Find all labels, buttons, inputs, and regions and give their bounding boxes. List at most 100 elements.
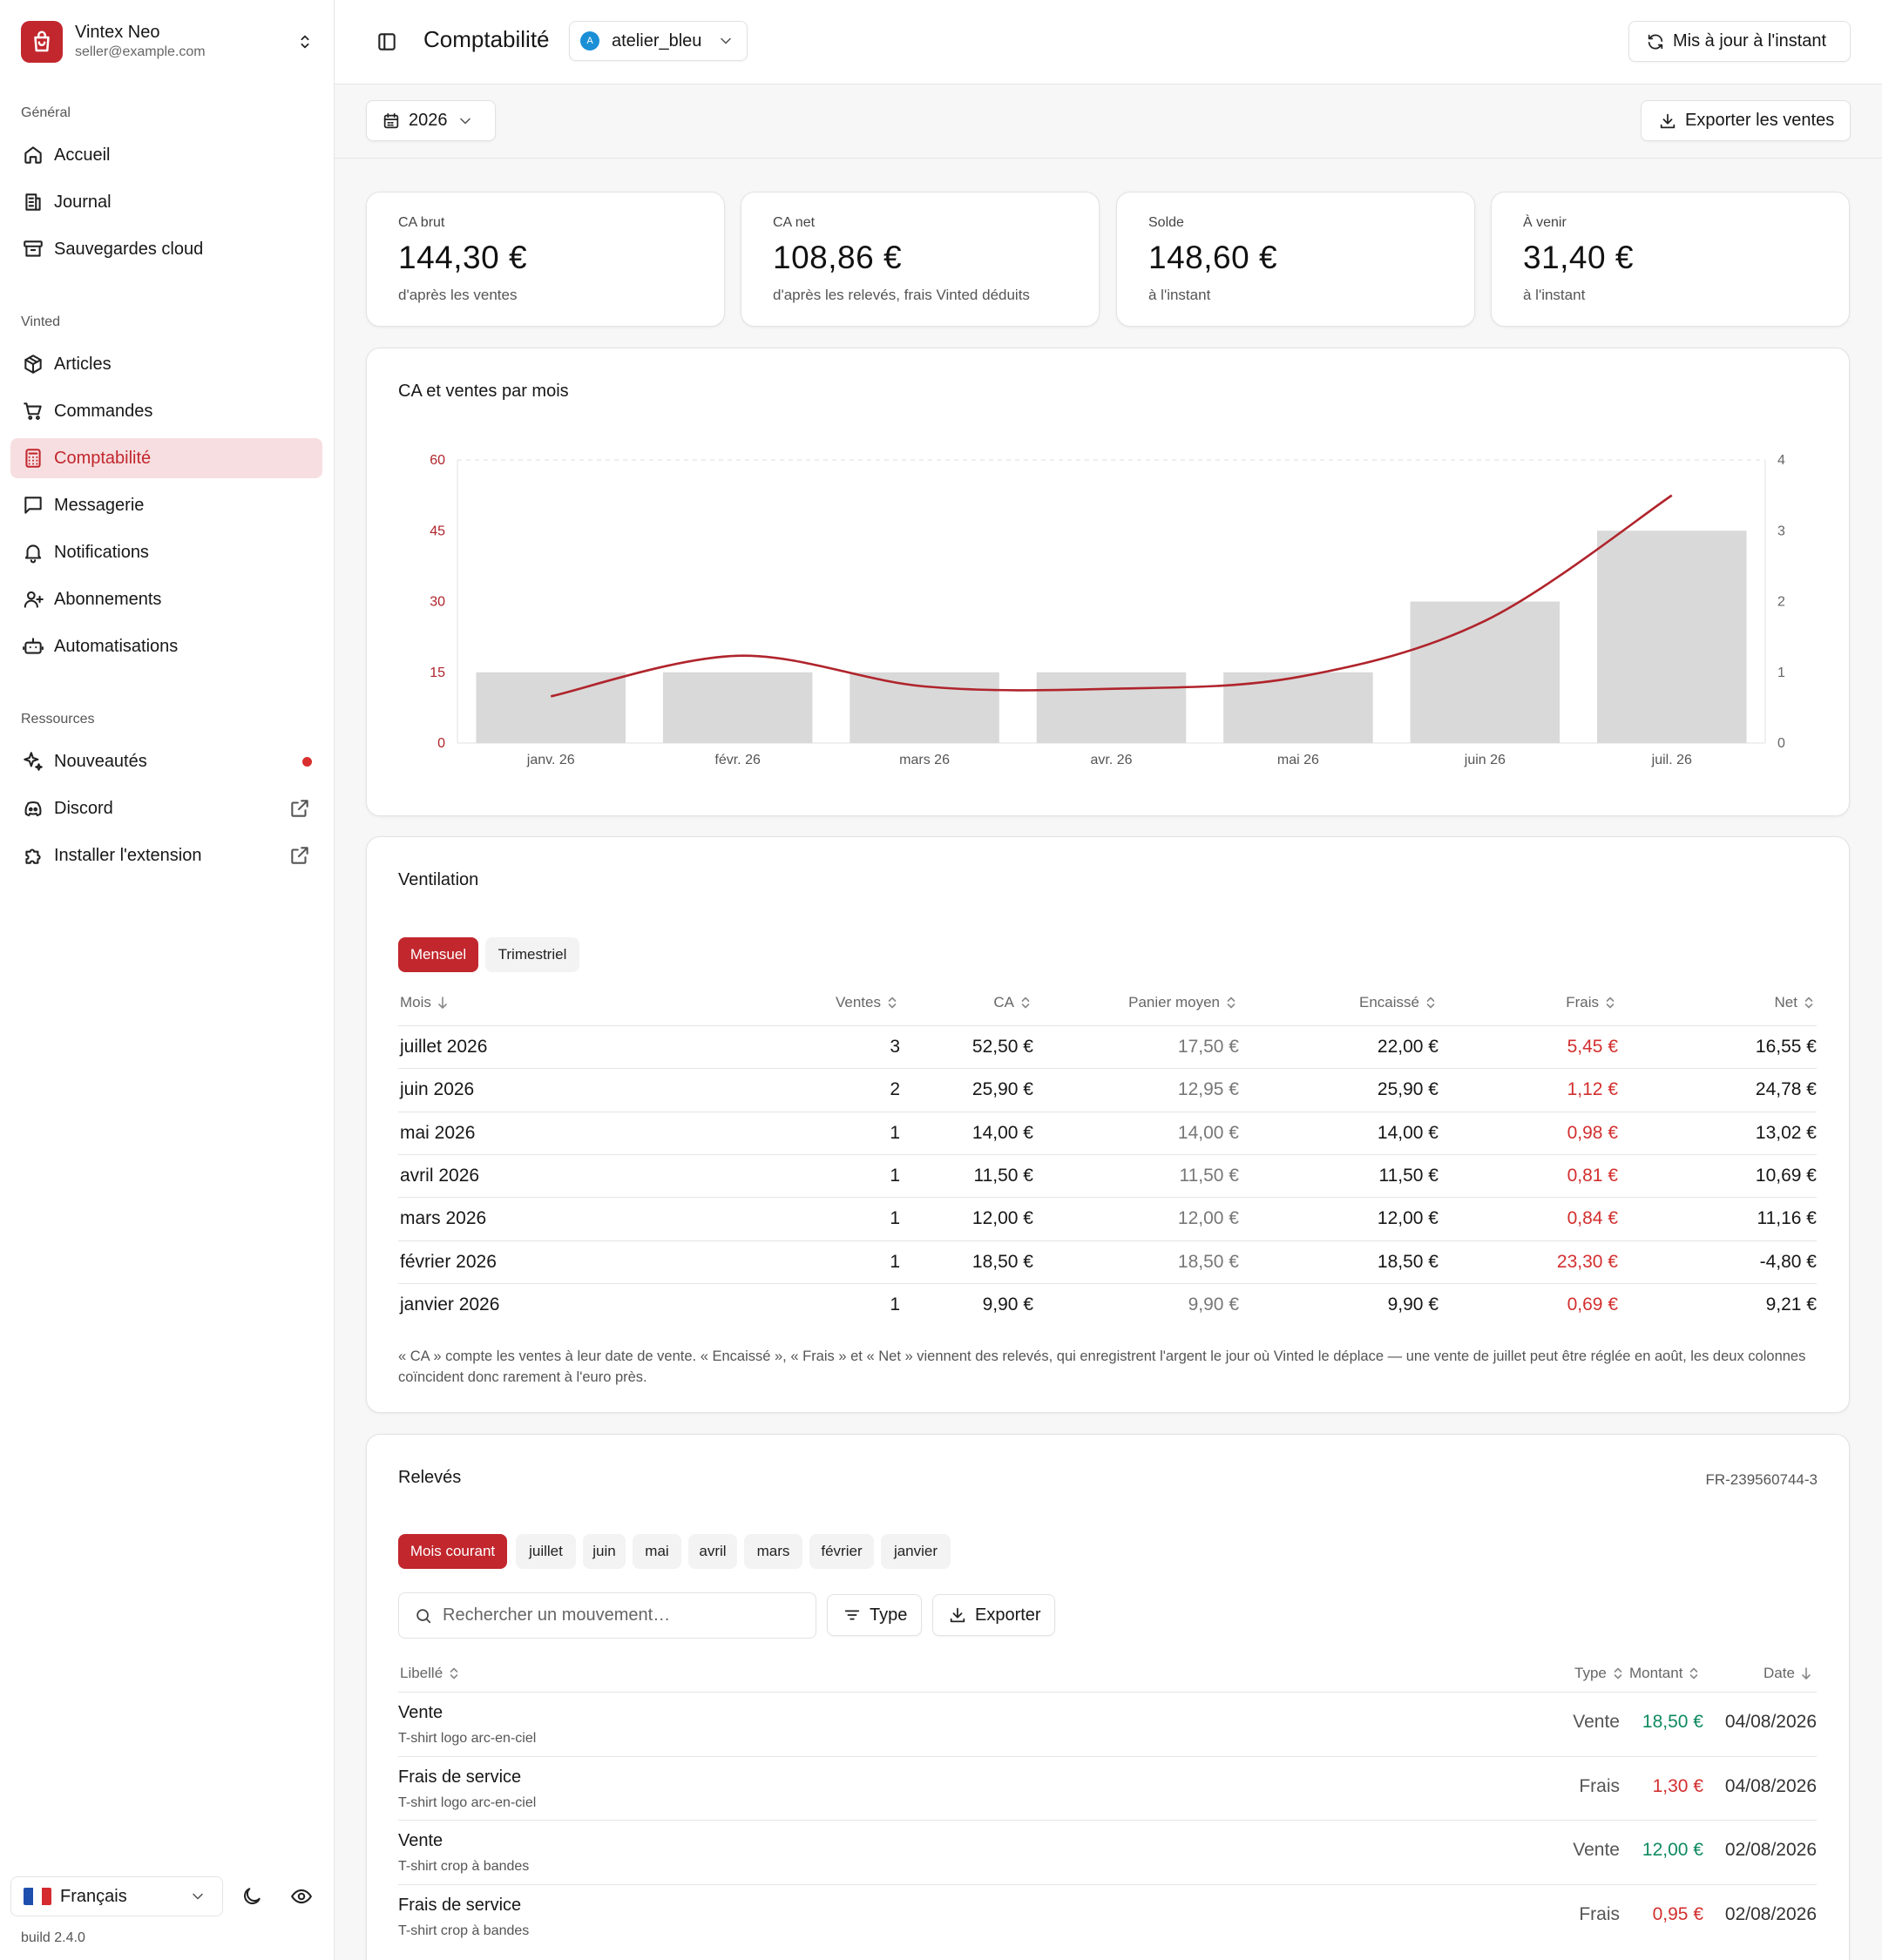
sort-desc-icon	[1800, 1666, 1812, 1681]
y-left-tick-label: 45	[430, 524, 445, 538]
list-item[interactable]: Frais de service T-shirt crop à bandes Fra…	[398, 1883, 1817, 1948]
movement-item: T-shirt crop à bandes	[398, 1859, 530, 1874]
movement-type: Frais	[1579, 1903, 1620, 1924]
sidebar-item-abonnements[interactable]: Abonnements	[10, 579, 322, 619]
period-chip[interactable]: avril	[688, 1534, 737, 1569]
column-header-date[interactable]: Date	[1764, 1665, 1812, 1682]
column-header-montant[interactable]: Montant	[1629, 1665, 1700, 1682]
table-cell: février 2026	[400, 1251, 497, 1272]
export-statements-button[interactable]: Exporter	[932, 1594, 1055, 1636]
tab-mensuel[interactable]: Mensuel	[398, 937, 478, 972]
privacy-eye-icon[interactable]	[289, 1884, 314, 1909]
archive-icon	[21, 237, 45, 261]
search-field[interactable]	[398, 1592, 816, 1639]
column-header-mois[interactable]: Mois	[400, 994, 449, 1011]
sidebar-item-messagerie[interactable]: Messagerie	[10, 485, 322, 525]
ventilation-card: Ventilation Mensuel Trimestriel Mois Vent…	[366, 836, 1850, 1413]
period-chip[interactable]: juillet	[516, 1534, 576, 1569]
table-cell: 3	[890, 1037, 900, 1057]
list-item[interactable]: Vente T-shirt crop à bandes Vente 12,00 € 02…	[398, 1820, 1817, 1883]
sort-icon	[1688, 1666, 1700, 1681]
bar-0	[476, 672, 626, 743]
sidebar-item-commandes[interactable]: Commandes	[10, 391, 322, 431]
table-cell: 52,50 €	[971, 1037, 1033, 1057]
table-cell: 24,78 €	[1755, 1079, 1817, 1100]
period-chip[interactable]: janvier	[881, 1534, 951, 1569]
bot-icon	[21, 634, 45, 659]
sidebar-item-label: Automatisations	[54, 636, 179, 656]
refresh-button[interactable]: Mis à jour à l'instant	[1628, 21, 1851, 62]
sidebar-item-installer-extension[interactable]: Installer l'extension	[10, 835, 322, 875]
table-row: avril 2026 1 11,50 € 11,50 € 11,50 € 0,81 € 10…	[398, 1153, 1817, 1197]
x-tick-label: mars 26	[899, 753, 950, 767]
journal-icon	[21, 190, 45, 214]
type-filter-button[interactable]: Type	[827, 1594, 922, 1636]
column-header-ventes[interactable]: Ventes	[836, 994, 898, 1011]
cart-icon	[21, 399, 45, 423]
x-tick-label: janv. 26	[526, 753, 575, 767]
ca-line	[550, 494, 1673, 698]
sidebar-item-accueil[interactable]: Accueil	[10, 135, 322, 175]
year-select[interactable]: 2026	[366, 100, 496, 141]
column-header-type[interactable]: Type	[1574, 1665, 1624, 1682]
table-cell: 5,45 €	[1567, 1037, 1618, 1057]
movement-date: 04/08/2026	[1724, 1775, 1817, 1796]
y-right-tick-label: 1	[1777, 666, 1785, 680]
table-cell: 23,30 €	[1556, 1251, 1618, 1272]
year-value: 2026	[409, 111, 448, 130]
filters-bar: 2026 Exporter les ventes	[335, 84, 1882, 159]
sidebar-item-nouveautes[interactable]: Nouveautés	[10, 741, 322, 781]
period-chip[interactable]: Mois courant	[398, 1534, 507, 1569]
movement-amount: 12,00 €	[1642, 1840, 1703, 1860]
export-sales-button[interactable]: Exporter les ventes	[1641, 100, 1851, 141]
sidebar-item-discord[interactable]: Discord	[10, 788, 322, 828]
ventilation-note: « CA » compte les ventes à leur date de …	[398, 1348, 1806, 1385]
list-item[interactable]: Vente T-shirt logo arc-en-ciel Vente 18,50 …	[398, 1692, 1817, 1755]
page-title: Comptabilité	[423, 26, 550, 52]
y-right-tick-label: 2	[1777, 595, 1785, 610]
period-chip[interactable]: mars	[744, 1534, 802, 1569]
period-chip[interactable]: mai	[633, 1534, 681, 1569]
search-input[interactable]	[443, 1605, 791, 1625]
sidebar-item-articles[interactable]: Articles	[10, 344, 322, 384]
table-cell: 12,00 €	[1377, 1208, 1439, 1229]
language-select[interactable]: Français	[10, 1876, 223, 1916]
theme-toggle-moon-icon[interactable]	[240, 1884, 264, 1909]
sidebar-toggle-icon[interactable]	[375, 30, 399, 54]
statement-reference: FR-239560744-3	[1705, 1471, 1818, 1488]
table-cell: 11,50 €	[1378, 1165, 1439, 1186]
language-label: Français	[60, 1886, 127, 1906]
sidebar-item-sauvegardes-cloud[interactable]: Sauvegardes cloud	[10, 229, 322, 269]
column-header-frais[interactable]: Frais	[1566, 994, 1616, 1011]
period-chip[interactable]: juin	[583, 1534, 626, 1569]
account-switcher[interactable]: Vintex Neo seller@example.com	[21, 21, 317, 63]
table-row: janvier 2026 1 9,90 € 9,90 € 9,90 € 0,69 € 9,2…	[398, 1282, 1817, 1326]
table-cell: 18,50 €	[1177, 1251, 1239, 1272]
tab-trimestriel[interactable]: Trimestriel	[485, 937, 579, 972]
column-header-encaissé[interactable]: Encaissé	[1359, 994, 1437, 1011]
movement-type: Vente	[1573, 1712, 1620, 1732]
column-header-net[interactable]: Net	[1775, 994, 1815, 1011]
chart-card: CA et ventes par mois 0 15 30 45 60 0 1 2 3 4 janv…	[366, 348, 1850, 816]
sidebar-item-comptabilite[interactable]: Comptabilité	[10, 438, 322, 478]
column-header-ca[interactable]: CA	[993, 994, 1032, 1011]
sidebar-item-journal[interactable]: Journal	[10, 182, 322, 222]
movement-date: 02/08/2026	[1724, 1840, 1817, 1860]
type-filter-label: Type	[870, 1605, 908, 1625]
sort-desc-icon	[437, 995, 449, 1010]
kpi-card-a-venir: À venir 31,40 € à l'instant	[1491, 192, 1850, 327]
store-select[interactable]: A atelier_bleu	[569, 21, 748, 61]
sidebar-item-automatisations[interactable]: Automatisations	[10, 626, 322, 666]
column-header-panier-moyen[interactable]: Panier moyen	[1128, 994, 1237, 1011]
column-header-libelle[interactable]: Libellé	[400, 1665, 460, 1682]
list-item[interactable]: Frais de service T-shirt logo arc-en-ciel…	[398, 1755, 1817, 1820]
table-row: juin 2026 2 25,90 € 12,95 € 25,90 € 1,12 € 24,…	[398, 1068, 1817, 1111]
releves-card: Relevés FR-239560744-3 Mois courant juill…	[366, 1434, 1850, 1960]
download-icon	[1655, 109, 1680, 133]
sidebar-item-notifications[interactable]: Notifications	[10, 532, 322, 572]
export-sales-label: Exporter les ventes	[1685, 111, 1835, 130]
build-version: build 2.4.0	[21, 1930, 85, 1945]
period-chip[interactable]: février	[809, 1534, 874, 1569]
table-cell: mars 2026	[400, 1208, 487, 1229]
movement-amount: 18,50 €	[1642, 1712, 1703, 1732]
